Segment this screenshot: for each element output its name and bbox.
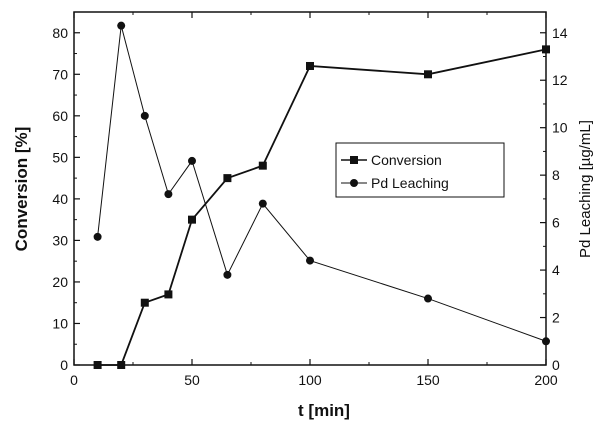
legend-label-conversion: Conversion [371,152,442,168]
x-tick-label: 100 [298,372,322,388]
data-point-pd-leaching [542,337,550,346]
x-tick-label: 0 [70,372,78,388]
y-left-tick-label: 50 [52,149,68,165]
x-axis-title: t [min] [298,401,350,420]
y-right-tick-label: 6 [552,215,560,231]
legend-label-pd-leaching: Pd Leaching [371,175,449,191]
y-right-tick-label: 4 [552,262,560,278]
data-point-pd-leaching [117,21,126,30]
y-right-tick-label: 12 [552,72,568,88]
y-right-tick-label: 8 [552,167,560,183]
y-right-tick-label: 2 [552,310,560,326]
series-line-conversion [97,48,547,366]
data-point-conversion [93,361,102,369]
y-right-tick-label: 0 [552,357,560,373]
y-left-tick-label: 70 [52,66,68,82]
data-point-conversion [188,215,196,224]
data-point-pd-leaching [424,294,432,303]
y-right-tick-label: 10 [552,120,568,136]
series-line-pd-leaching [97,25,547,342]
y-left-tick-label: 0 [60,357,68,373]
data-point-conversion [306,61,314,70]
data-point-conversion [542,45,550,54]
y-left-tick-label: 40 [52,191,68,207]
series [93,21,550,369]
data-point-conversion [117,361,126,369]
x-tick-label: 200 [534,372,558,388]
legend-marker-square [350,156,358,164]
data-point-conversion [140,298,149,307]
y-left-tick-label: 10 [52,315,68,331]
data-point-pd-leaching [258,199,267,208]
data-point-pd-leaching [223,270,232,279]
legend-box [335,142,505,198]
x-tick-label: 150 [416,372,440,388]
data-point-conversion [258,161,267,170]
data-point-pd-leaching [188,156,196,165]
data-point-pd-leaching [306,256,314,265]
data-point-pd-leaching [140,111,149,120]
data-point-conversion [424,70,432,79]
data-point-conversion [223,174,232,183]
y-right-tick-label: 14 [552,25,568,41]
legend-marker-circle [350,179,358,187]
y-left-tick-label: 80 [52,25,68,41]
legend-entry-conversion: Conversion [341,152,442,168]
data-point-pd-leaching [93,232,102,241]
y-axis-right-title: Pd Leaching [µg/mL] [577,120,594,258]
legend-entry-pd-leaching: Pd Leaching [341,175,449,191]
y-left-tick-label: 20 [52,274,68,290]
data-point-pd-leaching [164,190,173,199]
y-left-tick-label: 30 [52,232,68,248]
x-tick-label: 50 [184,372,200,388]
data-point-conversion [164,290,173,299]
legend: Conversion Pd Leaching [335,142,505,198]
y-axis-left-title: Conversion [%] [12,127,31,252]
y-left-tick-label: 60 [52,108,68,124]
